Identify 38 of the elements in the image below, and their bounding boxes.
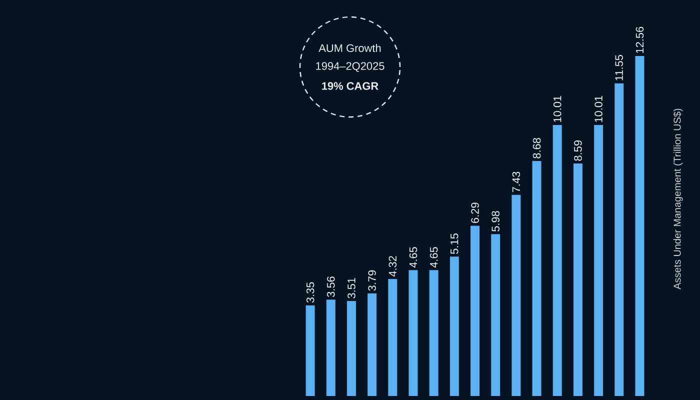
data-label: 12.56 [636, 26, 644, 53]
data-label: 10.01 [594, 96, 602, 122]
bar [346, 300, 356, 396]
bar [368, 293, 377, 396]
bar [470, 226, 480, 396]
bar [573, 163, 582, 396]
bar [429, 270, 438, 396]
data-label: 4.65 [409, 247, 418, 268]
data-label: 5.15 [450, 234, 458, 254]
y-axis-title: Assets Under Management (Trillion US$) [673, 108, 683, 290]
data-label: 5.98 [492, 211, 500, 232]
bar [614, 83, 624, 396]
bar [594, 125, 604, 396]
data-label: 8.59 [574, 140, 582, 161]
data-label: 4.65 [430, 247, 438, 268]
bar [491, 234, 500, 396]
bar [306, 305, 315, 396]
data-label: 3.51 [348, 278, 356, 298]
bar [635, 56, 644, 396]
data-label: 11.55 [615, 54, 623, 80]
data-label: 4.32 [388, 256, 397, 277]
data-label: 3.79 [368, 270, 376, 291]
data-label: 3.35 [306, 282, 314, 303]
data-label: 7.43 [512, 172, 520, 192]
bar [552, 125, 562, 396]
bar [512, 194, 521, 396]
data-label: 8.68 [532, 138, 541, 158]
bar [388, 279, 398, 396]
annotation: 1994–2Q2025 [316, 62, 384, 72]
bar [326, 300, 336, 396]
bar [408, 270, 418, 396]
data-label: 10.01 [553, 96, 562, 122]
annotation: 19% CAGR [322, 82, 378, 90]
text: AUM Growth [318, 44, 381, 52]
bar [450, 256, 459, 396]
data-label: 3.56 [327, 276, 335, 298]
data-label: 6.29 [471, 202, 479, 223]
bar [532, 161, 542, 396]
